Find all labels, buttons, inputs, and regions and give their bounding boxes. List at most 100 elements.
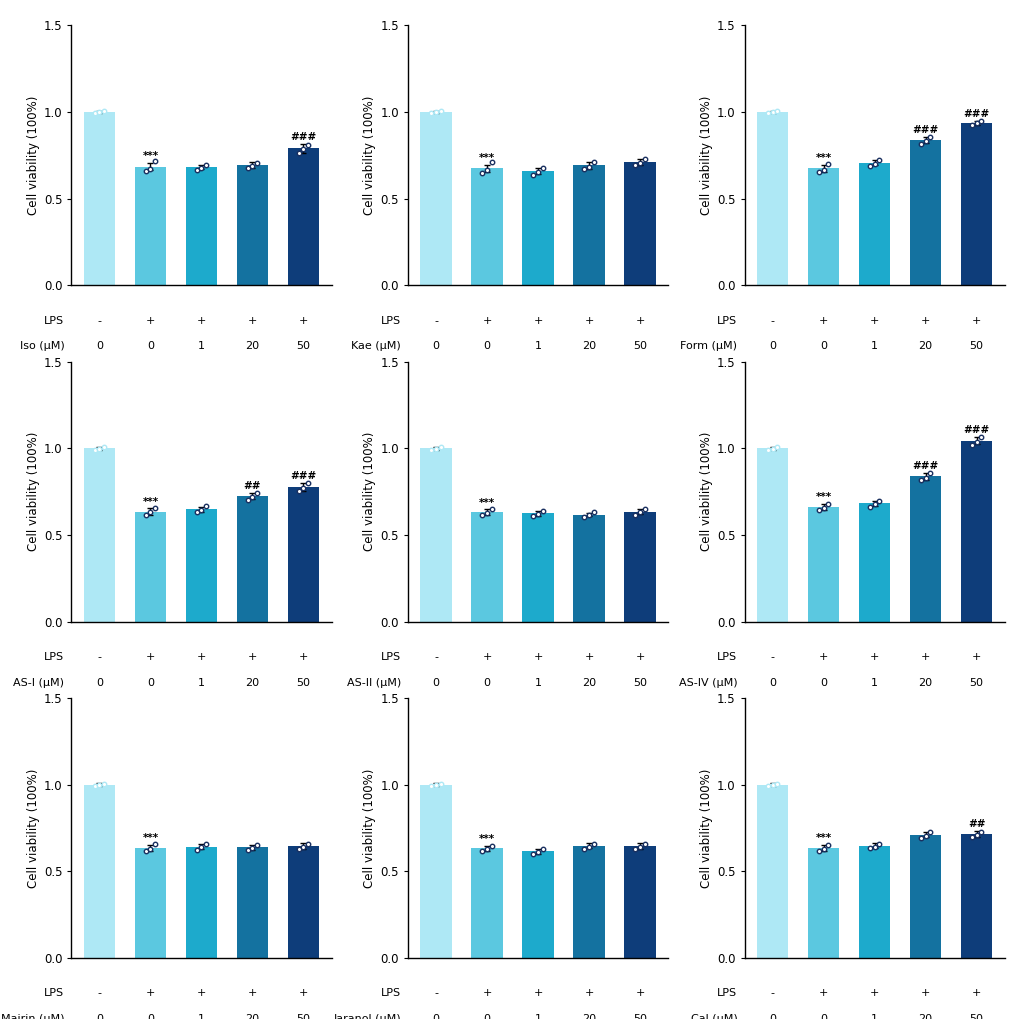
Text: -: - (434, 316, 437, 326)
Text: 0: 0 (819, 1014, 826, 1019)
Text: +: + (533, 316, 542, 326)
Bar (135, 848, 166, 958)
Text: 0: 0 (147, 1014, 154, 1019)
Bar (858, 163, 890, 285)
Text: 20: 20 (918, 678, 931, 688)
Text: +: + (920, 652, 929, 662)
Text: LPS: LPS (716, 652, 737, 662)
Bar (756, 785, 788, 958)
Text: +: + (482, 988, 491, 999)
Bar (135, 512, 166, 622)
Text: ###: ### (912, 125, 937, 136)
Text: 50: 50 (633, 1014, 646, 1019)
Y-axis label: Cell viability (100%): Cell viability (100%) (363, 768, 376, 888)
Text: 0: 0 (432, 341, 439, 352)
Text: +: + (248, 988, 257, 999)
Text: 20: 20 (246, 1014, 259, 1019)
Bar (624, 846, 655, 958)
Text: -: - (98, 652, 101, 662)
Bar (522, 171, 553, 285)
Text: 0: 0 (768, 341, 775, 352)
Bar (909, 141, 941, 285)
Text: 0: 0 (96, 678, 103, 688)
Bar (807, 848, 839, 958)
Bar (287, 846, 319, 958)
Text: 0: 0 (147, 678, 154, 688)
Text: +: + (197, 988, 206, 999)
Text: ###: ### (963, 425, 988, 435)
Y-axis label: Cell viability (100%): Cell viability (100%) (699, 432, 712, 551)
Text: +: + (635, 988, 644, 999)
Text: ***: *** (815, 153, 830, 163)
Bar (287, 487, 319, 622)
Text: 1: 1 (870, 1014, 877, 1019)
Y-axis label: Cell viability (100%): Cell viability (100%) (26, 96, 40, 215)
Bar (471, 849, 502, 958)
Text: 0: 0 (432, 678, 439, 688)
Text: 20: 20 (582, 678, 595, 688)
Text: +: + (584, 316, 593, 326)
Bar (756, 448, 788, 622)
Text: Kae (μM): Kae (μM) (351, 341, 400, 352)
Text: LPS: LPS (44, 652, 64, 662)
Text: Iso (μM): Iso (μM) (19, 341, 64, 352)
Bar (185, 847, 217, 958)
Bar (909, 835, 941, 958)
Bar (236, 848, 268, 958)
Bar (960, 123, 991, 285)
Text: +: + (920, 988, 929, 999)
Text: LPS: LPS (380, 988, 400, 999)
Text: +: + (482, 316, 491, 326)
Text: +: + (197, 652, 206, 662)
Text: +: + (818, 652, 827, 662)
Text: 0: 0 (768, 678, 775, 688)
Text: +: + (533, 652, 542, 662)
Text: 0: 0 (432, 1014, 439, 1019)
Y-axis label: Cell viability (100%): Cell viability (100%) (26, 432, 40, 551)
Text: 50: 50 (297, 1014, 310, 1019)
Text: +: + (248, 652, 257, 662)
Text: -: - (770, 652, 773, 662)
Bar (236, 496, 268, 622)
Text: +: + (299, 652, 308, 662)
Text: 0: 0 (819, 341, 826, 352)
Bar (185, 167, 217, 285)
Text: Cal (μM): Cal (μM) (690, 1014, 737, 1019)
Text: AS-IV (μM): AS-IV (μM) (679, 678, 737, 688)
Bar (471, 513, 502, 622)
Bar (573, 515, 604, 622)
Text: ###: ### (963, 109, 988, 119)
Text: -: - (98, 988, 101, 999)
Bar (420, 785, 451, 958)
Bar (807, 168, 839, 285)
Text: AS-I (μM): AS-I (μM) (13, 678, 64, 688)
Text: +: + (533, 988, 542, 999)
Text: LPS: LPS (380, 316, 400, 326)
Text: +: + (146, 988, 155, 999)
Text: LPS: LPS (716, 316, 737, 326)
Text: 0: 0 (768, 1014, 775, 1019)
Text: -: - (770, 988, 773, 999)
Text: 0: 0 (483, 678, 490, 688)
Text: +: + (971, 316, 980, 326)
Bar (807, 506, 839, 622)
Text: ***: *** (143, 151, 158, 161)
Text: +: + (869, 988, 878, 999)
Text: 1: 1 (870, 678, 877, 688)
Text: 50: 50 (633, 678, 646, 688)
Text: 20: 20 (582, 341, 595, 352)
Text: 50: 50 (969, 341, 982, 352)
Text: +: + (299, 988, 308, 999)
Text: ###: ### (290, 471, 316, 481)
Text: +: + (869, 316, 878, 326)
Bar (573, 165, 604, 285)
Text: +: + (482, 652, 491, 662)
Text: -: - (434, 988, 437, 999)
Bar (522, 514, 553, 622)
Text: +: + (971, 652, 980, 662)
Bar (624, 162, 655, 285)
Y-axis label: Cell viability (100%): Cell viability (100%) (699, 96, 712, 215)
Y-axis label: Cell viability (100%): Cell viability (100%) (26, 768, 40, 888)
Bar (624, 512, 655, 622)
Y-axis label: Cell viability (100%): Cell viability (100%) (699, 768, 712, 888)
